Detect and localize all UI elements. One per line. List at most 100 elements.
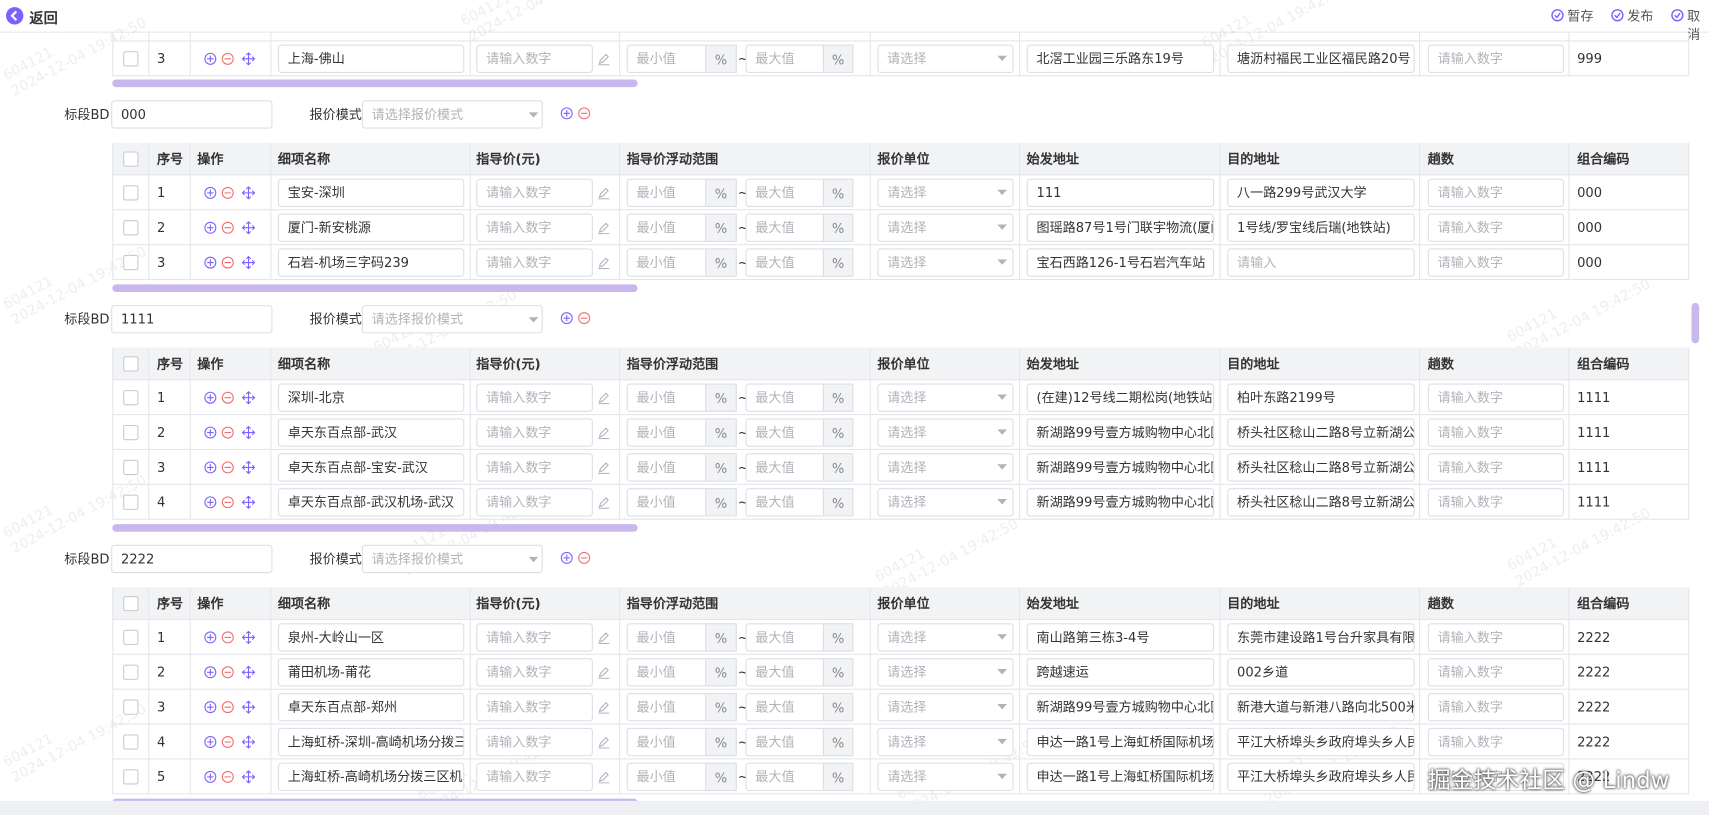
add-button[interactable] bbox=[204, 256, 217, 269]
horizontal-scrollbar[interactable] bbox=[112, 79, 638, 88]
drag-handle[interactable] bbox=[241, 700, 256, 714]
trips-input[interactable]: 请输入数字 bbox=[1427, 727, 1565, 757]
drag-handle[interactable] bbox=[241, 186, 256, 200]
item-name-input[interactable]: 深圳-北京 bbox=[277, 383, 465, 412]
drag-handle[interactable] bbox=[241, 665, 256, 679]
add-button[interactable] bbox=[204, 52, 217, 65]
destination-input[interactable]: 塘沥村福民工业区福民路20号 bbox=[1227, 44, 1415, 74]
price-input[interactable]: 请输入数字 bbox=[476, 692, 593, 722]
edit-icon[interactable] bbox=[597, 701, 610, 714]
price-input[interactable]: 请输入数字 bbox=[476, 178, 593, 208]
unit-select[interactable]: 请选择 bbox=[877, 213, 1014, 242]
back-icon[interactable] bbox=[5, 7, 24, 26]
action-button[interactable]: 暂存 bbox=[1567, 8, 1594, 24]
remove-button[interactable] bbox=[221, 770, 234, 783]
price-input[interactable]: 请输入数字 bbox=[476, 727, 593, 757]
horizontal-scrollbar[interactable] bbox=[112, 284, 638, 293]
unit-select[interactable]: 请选择 bbox=[877, 658, 1014, 687]
checkbox[interactable] bbox=[123, 151, 139, 167]
remove-button[interactable] bbox=[221, 391, 234, 404]
checkbox[interactable] bbox=[123, 390, 139, 406]
checkbox[interactable] bbox=[123, 254, 139, 271]
add-button[interactable] bbox=[204, 221, 217, 234]
item-name-input[interactable]: 莆田机场-莆花 bbox=[277, 658, 465, 687]
remove-button[interactable] bbox=[221, 256, 234, 269]
unit-select[interactable]: 请选择 bbox=[877, 383, 1014, 412]
remove-button[interactable] bbox=[221, 496, 234, 509]
unit-select[interactable]: 请选择 bbox=[877, 178, 1014, 208]
price-input[interactable]: 请输入数字 bbox=[476, 44, 593, 74]
destination-input[interactable]: 新港大道与新港八路向北500米 bbox=[1227, 692, 1415, 722]
checkbox[interactable] bbox=[123, 424, 139, 441]
checkbox[interactable] bbox=[123, 459, 139, 476]
mode-select[interactable]: 请选择报价模式 bbox=[361, 305, 543, 334]
trips-input[interactable]: 请输入数字 bbox=[1427, 178, 1565, 208]
checkbox[interactable] bbox=[123, 734, 139, 750]
price-input[interactable]: 请输入数字 bbox=[476, 213, 593, 242]
origin-input[interactable]: 新湖路99号壹方城购物中心北区 bbox=[1026, 453, 1215, 482]
price-input[interactable]: 请输入数字 bbox=[476, 383, 593, 412]
drag-handle[interactable] bbox=[241, 495, 256, 509]
action-icon[interactable] bbox=[1551, 9, 1564, 22]
item-name-input[interactable]: 上海虹桥-高崎机场分拨三区机场 bbox=[277, 762, 465, 792]
destination-input[interactable]: 柏叶东路2199号 bbox=[1227, 383, 1415, 412]
trips-input[interactable]: 请输入数字 bbox=[1427, 762, 1565, 792]
drag-handle[interactable] bbox=[241, 770, 256, 784]
remove-button[interactable] bbox=[221, 426, 234, 439]
origin-input[interactable]: 宝石西路126-1号石岩汽车站 bbox=[1026, 248, 1215, 277]
vertical-scrollbar[interactable] bbox=[1691, 302, 1700, 344]
origin-input[interactable]: 北滘工业园三乐路东19号 bbox=[1026, 44, 1215, 74]
price-input[interactable]: 请输入数字 bbox=[476, 453, 593, 482]
checkbox[interactable] bbox=[123, 185, 139, 201]
destination-input[interactable]: 002乡道 bbox=[1227, 658, 1415, 687]
remove-button[interactable] bbox=[221, 186, 234, 199]
checkbox[interactable] bbox=[123, 699, 139, 715]
origin-input[interactable]: 跨越速运 bbox=[1026, 658, 1215, 687]
price-input[interactable]: 请输入数字 bbox=[476, 762, 593, 792]
add-button[interactable] bbox=[204, 666, 217, 679]
edit-icon[interactable] bbox=[597, 256, 610, 270]
add-button[interactable] bbox=[204, 496, 217, 509]
destination-input[interactable]: 平江大桥埠头乡政府埠头乡人民 bbox=[1227, 727, 1415, 757]
drag-handle[interactable] bbox=[241, 630, 256, 644]
remove-button[interactable] bbox=[221, 666, 234, 679]
unit-select[interactable]: 请选择 bbox=[877, 623, 1014, 652]
unit-select[interactable]: 请选择 bbox=[877, 762, 1014, 792]
remove-button[interactable] bbox=[221, 461, 234, 474]
checkbox[interactable] bbox=[123, 596, 139, 612]
add-section[interactable] bbox=[560, 107, 573, 120]
add-button[interactable] bbox=[204, 735, 217, 749]
origin-input[interactable]: (在建)12号线二期松岗(地铁站) bbox=[1026, 383, 1215, 412]
remove-button[interactable] bbox=[221, 221, 234, 234]
origin-input[interactable]: 新湖路99号壹方城购物中心北区 bbox=[1026, 418, 1215, 447]
destination-input[interactable]: 东莞市建设路1号台升家具有限公 bbox=[1227, 623, 1415, 652]
item-name-input[interactable]: 宝安-深圳 bbox=[277, 178, 465, 208]
unit-select[interactable]: 请选择 bbox=[877, 692, 1014, 722]
drag-handle[interactable] bbox=[241, 256, 256, 270]
edit-icon[interactable] bbox=[597, 735, 610, 749]
section-input[interactable]: 000 bbox=[111, 100, 273, 129]
drag-handle[interactable] bbox=[241, 426, 256, 440]
item-name-input[interactable]: 卓天东百点部-武汉 bbox=[277, 418, 465, 447]
add-button[interactable] bbox=[204, 770, 217, 783]
remove-button[interactable] bbox=[221, 701, 234, 714]
price-input[interactable]: 请输入数字 bbox=[476, 623, 593, 652]
checkbox[interactable] bbox=[123, 356, 139, 372]
remove-button[interactable] bbox=[221, 735, 234, 749]
add-button[interactable] bbox=[204, 391, 217, 404]
edit-icon[interactable] bbox=[597, 666, 610, 679]
drag-handle[interactable] bbox=[241, 460, 256, 474]
action-icon[interactable] bbox=[1671, 9, 1684, 22]
add-button[interactable] bbox=[204, 701, 217, 714]
destination-input[interactable]: 八一路299号武汉大学 bbox=[1227, 178, 1415, 208]
edit-icon[interactable] bbox=[597, 631, 610, 644]
mode-select[interactable]: 请选择报价模式 bbox=[361, 544, 543, 574]
trips-input[interactable]: 请输入数字 bbox=[1427, 418, 1565, 447]
trips-input[interactable]: 请输入数字 bbox=[1427, 213, 1565, 242]
action-button[interactable]: 取消 bbox=[1687, 8, 1701, 43]
trips-input[interactable]: 请输入数字 bbox=[1427, 623, 1565, 652]
remove-button[interactable] bbox=[221, 631, 234, 644]
remove-button[interactable] bbox=[221, 52, 234, 65]
item-name-input[interactable]: 厦门-新安桃源 bbox=[277, 213, 465, 242]
edit-icon[interactable] bbox=[597, 496, 610, 509]
